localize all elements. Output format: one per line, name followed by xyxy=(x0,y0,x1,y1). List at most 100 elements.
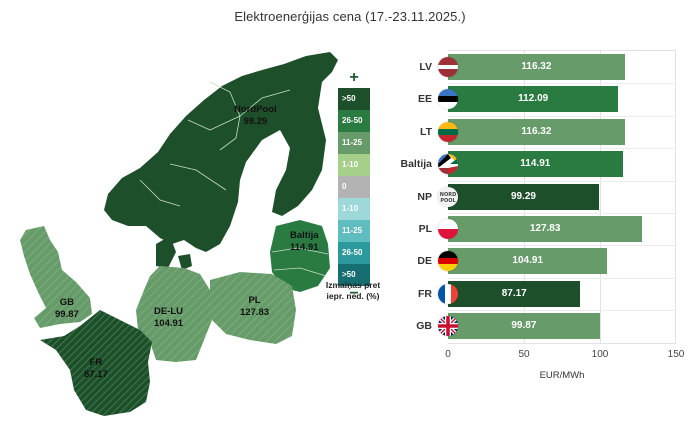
europe-price-map xyxy=(20,52,338,416)
plot-area: 116.32 LV 112.09 EE 116.32 LT 114.91 Baltija 99.… xyxy=(400,50,676,344)
plus-icon: + xyxy=(349,69,359,86)
chart-title: Elektroenerģijas cena (17.-23.11.2025.) xyxy=(234,9,466,24)
bar-row: 104.91 DE xyxy=(417,248,676,275)
category-label: LT xyxy=(419,125,432,138)
x-tick-label: 150 xyxy=(667,349,685,360)
map-label-pl: PL 127.83 xyxy=(240,295,269,319)
region-value: 104.91 xyxy=(154,318,184,329)
map-region-baltija[interactable] xyxy=(270,220,330,292)
change-legend: + >50 26-50 11-25 1-10 0 1-10 11-25 26-50 >50 − xyxy=(338,70,370,304)
minus-icon: − xyxy=(349,285,359,302)
gridline-horizontal xyxy=(448,115,676,117)
bar-value-label: 114.91 xyxy=(520,158,551,170)
bar-row: 99.87 GB xyxy=(416,313,676,340)
map-region-nordpool[interactable] xyxy=(104,52,338,252)
x-axis-label: EUR/MWh xyxy=(539,370,585,381)
region-value: 99.29 xyxy=(243,116,268,127)
bar-value-label: 116.32 xyxy=(521,61,552,72)
legend-item: 1-10 xyxy=(338,154,370,176)
legend-item: 26-50 xyxy=(338,242,370,264)
latvia-flag-icon xyxy=(438,57,458,77)
bar-baltija[interactable]: 114.91 xyxy=(448,151,623,178)
bar-gb[interactable]: 99.87 xyxy=(448,313,600,340)
map-region-pl[interactable] xyxy=(210,272,296,344)
category-label: Baltija xyxy=(400,158,432,171)
bar-pl[interactable]: 127.83 xyxy=(448,216,643,242)
region-value: 127.83 xyxy=(240,307,270,318)
bar-ee[interactable]: 112.09 xyxy=(448,86,619,113)
lithuania-flag-icon xyxy=(438,121,458,142)
bar-value-label: 99.87 xyxy=(511,320,537,332)
category-label: EE xyxy=(417,93,432,106)
map-label-de-lu: DE-LU 104.91 xyxy=(154,306,183,330)
map-label-nordpool: NordPool 99.29 xyxy=(234,104,277,128)
legend-item: 1-10 xyxy=(338,198,370,220)
bar-value-label: 87.17 xyxy=(501,287,527,299)
region-name: DE-LU xyxy=(154,306,184,317)
category-label: PL xyxy=(418,223,432,235)
region-name: NordPool xyxy=(234,104,277,115)
gridline-horizontal xyxy=(448,277,676,279)
region-value: 87.17 xyxy=(84,369,108,380)
region-name: Baltija xyxy=(290,230,319,241)
bar-np[interactable]: 99.29 xyxy=(448,183,599,210)
bar-value-label: 99.29 xyxy=(510,190,536,202)
category-label: NP xyxy=(417,190,432,203)
legend-item: >50 xyxy=(338,88,370,110)
legend-item: >50 xyxy=(338,264,370,286)
category-label: LV xyxy=(419,61,432,73)
uk-flag-icon xyxy=(438,316,458,337)
gridline-horizontal xyxy=(448,245,676,247)
x-tick-label: 100 xyxy=(591,349,609,360)
gridline-horizontal xyxy=(448,180,676,182)
x-tick-label: 50 xyxy=(518,349,530,360)
bar-row: 112.09 EE xyxy=(418,86,676,113)
price-bar-chart: 116.32 LV 112.09 EE 116.32 LT 114.91 Baltija 99.… xyxy=(400,45,700,431)
legend-item: 11-25 xyxy=(338,132,370,154)
bar-row: 87.17 FR xyxy=(418,280,676,307)
gridline-horizontal xyxy=(448,310,676,312)
category-label: DE xyxy=(417,255,432,268)
x-tick-label: 0 xyxy=(445,349,451,360)
bar-value-label: 127.83 xyxy=(529,223,561,234)
bar-value-label: 112.09 xyxy=(518,93,549,105)
gridline-horizontal xyxy=(448,213,676,214)
map-region-de-lu[interactable] xyxy=(136,266,212,362)
france-flag-icon xyxy=(438,283,458,304)
bar-fr[interactable]: 87.17 xyxy=(448,280,581,307)
bar-row: 116.32 LV xyxy=(419,54,676,80)
legend-item: 26-50 xyxy=(338,110,370,132)
bar-lt[interactable]: 116.32 xyxy=(448,118,625,145)
map-label-baltija: Baltija 114.91 xyxy=(290,230,319,254)
bar-lv[interactable]: 116.32 xyxy=(448,54,625,80)
legend-item: 11-25 xyxy=(338,220,370,242)
gridline-vertical xyxy=(600,51,601,343)
gridline-horizontal xyxy=(448,83,676,85)
map-region-denmark xyxy=(156,236,192,270)
category-label: FR xyxy=(418,287,432,300)
nordpool-logo-icon: NORD POOL xyxy=(438,186,458,207)
gridline-horizontal xyxy=(448,148,676,150)
bar-de[interactable]: 104.91 xyxy=(448,248,608,275)
bar-row: 99.29 NORD POOL NP xyxy=(417,183,676,210)
map-label-gb: GB 99.87 xyxy=(55,297,79,321)
region-name: GB xyxy=(59,297,75,308)
estonia-flag-icon xyxy=(438,89,458,110)
bar-row: 127.83 PL xyxy=(419,216,676,242)
germany-flag-icon xyxy=(438,251,458,272)
poland-flag-icon xyxy=(438,219,458,239)
region-name: PL xyxy=(248,295,261,306)
map-region-gb[interactable] xyxy=(20,226,92,328)
map-region-fr[interactable] xyxy=(40,310,152,416)
category-label: GB xyxy=(416,320,432,333)
region-name: FR xyxy=(89,357,103,368)
svg-text:POOL: POOL xyxy=(440,198,456,204)
map-label-fr: FR 87.17 xyxy=(84,357,108,381)
legend-item: 0 xyxy=(338,176,370,198)
bar-row: 116.32 LT xyxy=(420,118,676,145)
legend-caption: Izmaiņas pret iepr. ned. (%) xyxy=(325,280,381,301)
svg-text:NORD: NORD xyxy=(440,192,456,198)
bar-value-label: 104.91 xyxy=(512,255,544,267)
bar-value-label: 116.32 xyxy=(521,125,552,137)
region-value: 114.91 xyxy=(290,242,319,253)
